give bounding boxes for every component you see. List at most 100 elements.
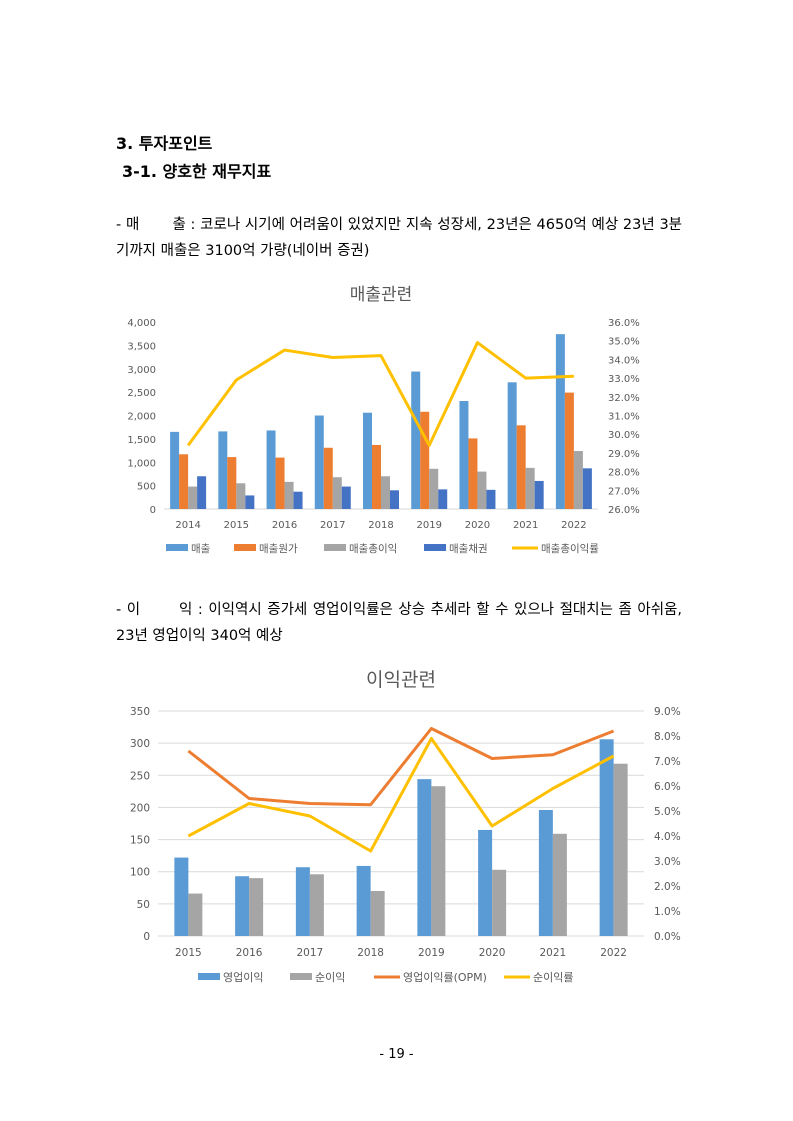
x-tick-label: 2017 <box>320 520 345 531</box>
y-tick-label: 100 <box>130 867 150 879</box>
section-heading: 3. 투자포인트 <box>116 134 213 153</box>
bar-매출원가 <box>372 444 381 509</box>
bar-매출원가 <box>275 457 285 509</box>
profit-chart-svg: 이익관련 0 50 100 150 200 250 300 350 0.0% 1.0% 2.0% 3.0… <box>130 669 681 984</box>
bar-매출원가 <box>323 447 333 509</box>
legend-swatch <box>166 544 188 551</box>
legend-label: 순이익률 <box>533 971 573 984</box>
bar-순이익 <box>431 786 446 936</box>
x-tick-label: 2021 <box>540 947 567 959</box>
legend-label: 순이익 <box>315 971 345 984</box>
revenue-text: 코로나 시기에 어려움이 있었지만 지속 성장세, 23년은 4650억 예상 … <box>116 217 683 259</box>
revenue-paragraph: - 매 출 : 코로나 시기에 어려움이 있었지만 지속 성장세, 23년은 4… <box>116 212 682 264</box>
legend-swatch <box>424 544 446 551</box>
bar-매출 <box>555 334 565 509</box>
x-tick-label: 2021 <box>513 520 538 531</box>
y2-tick-label: 6.0% <box>654 781 681 793</box>
bar-매출총이익 <box>332 477 342 509</box>
legend-swatch <box>234 544 256 551</box>
bar-매출원가 <box>516 425 526 509</box>
bar-매출원가 <box>179 454 189 509</box>
bar-매출 <box>363 412 372 509</box>
y-tick-label: 500 <box>137 482 156 493</box>
bar-순이익 <box>309 874 324 936</box>
subsection-heading: 3-1. 양호한 재무지표 <box>122 162 272 181</box>
x-tick-label: 2018 <box>368 520 393 531</box>
y-tick-label: 2,000 <box>127 412 156 423</box>
bar-매출채권 <box>534 480 544 509</box>
y-tick-label: 4,000 <box>127 318 156 329</box>
y2-tick-label: 30.0% <box>608 430 640 441</box>
x-tick-label: 2016 <box>236 947 263 959</box>
x-tick-label: 2018 <box>357 947 384 959</box>
bar-매출총이익 <box>429 468 439 509</box>
y2-tick-label: 27.0% <box>608 486 640 497</box>
bar-매출 <box>314 415 324 509</box>
x-tick-label: 2019 <box>418 947 445 959</box>
legend-swatch <box>290 973 312 980</box>
x-tick-label: 2020 <box>479 947 506 959</box>
bar-매출 <box>266 430 276 509</box>
bar-매출채권 <box>390 490 399 509</box>
bar-영업이익 <box>599 739 614 936</box>
bar-순이익 <box>552 833 567 936</box>
y-tick-label: 300 <box>130 738 150 750</box>
bar-순이익 <box>613 763 628 936</box>
y2-tick-label: 2.0% <box>654 881 681 893</box>
legend-label: 영업이익 <box>223 971 263 984</box>
line-순이익률 <box>187 737 615 853</box>
bar-매출채권 <box>438 489 448 509</box>
y-tick-label: 50 <box>137 899 150 911</box>
y2-tick-label: 28.0% <box>608 468 640 479</box>
profit-label: - 이 익 : <box>116 602 203 618</box>
legend-label: 매출 <box>191 543 211 555</box>
bar-매출원가 <box>564 392 574 509</box>
profit-text: 이익역시 증가세 영업이익률은 상승 추세라 할 수 있으나 절대치는 좀 아쉬… <box>116 602 683 644</box>
line-매출총이익률 <box>186 341 574 447</box>
legend-label: 매출총이익률 <box>541 543 599 555</box>
profit-chart: 이익관련 0 50 100 150 200 250 300 350 0.0% 1.0% 2.0% 3.0… <box>112 660 682 992</box>
y2-tick-label: 32.0% <box>608 393 640 404</box>
bar-매출 <box>170 431 180 509</box>
y2-tick-label: 33.0% <box>608 374 640 385</box>
y2-tick-label: 29.0% <box>608 449 640 460</box>
x-tick-label: 2020 <box>465 520 490 531</box>
bar-영업이익 <box>538 810 553 936</box>
y2-tick-label: 35.0% <box>608 337 640 348</box>
legend-swatch <box>324 544 346 551</box>
bar-순이익 <box>492 869 507 936</box>
bar-매출 <box>218 431 228 509</box>
bar-매출 <box>411 371 421 509</box>
bar-매출총이익 <box>381 476 390 509</box>
y-tick-label: 3,500 <box>127 341 156 352</box>
bar-영업이익 <box>478 829 493 936</box>
bar-매출원가 <box>420 411 430 509</box>
bar-영업이익 <box>356 865 371 936</box>
bar-매출 <box>507 382 517 509</box>
y2-tick-label: 36.0% <box>608 318 640 329</box>
bar-매출총이익 <box>477 471 487 509</box>
bar-순이익 <box>188 893 203 936</box>
bar-매출총이익 <box>284 481 294 509</box>
bar-매출채권 <box>341 486 351 509</box>
x-tick-label: 2016 <box>272 520 297 531</box>
x-tick-label: 2019 <box>416 520 441 531</box>
y-tick-label: 2,500 <box>127 388 156 399</box>
page-number: - 19 - <box>379 1047 414 1062</box>
revenue-chart-svg: 매출관련 0 500 1,000 1,500 2,000 2,500 3,000 3,500 4,… <box>127 285 640 555</box>
y2-tick-label: 3.0% <box>654 856 681 868</box>
profit-paragraph: - 이 익 : 이익역시 증가세 영업이익률은 상승 추세라 할 수 있으나 절… <box>116 597 682 649</box>
x-tick-label: 2014 <box>175 520 200 531</box>
chart-title: 매출관련 <box>350 285 413 305</box>
y2-tick-label: 31.0% <box>608 412 640 423</box>
y-tick-label: 0 <box>143 931 150 943</box>
bar-매출채권 <box>293 491 303 509</box>
bar-매출총이익 <box>525 467 535 509</box>
bar-매출원가 <box>227 457 237 509</box>
bar-순이익 <box>370 891 385 936</box>
x-tick-label: 2022 <box>600 947 627 959</box>
bar-매출총이익 <box>573 451 583 509</box>
y-tick-label: 1,500 <box>127 435 156 446</box>
bar-매출원가 <box>468 438 478 509</box>
bar-영업이익 <box>174 857 189 936</box>
